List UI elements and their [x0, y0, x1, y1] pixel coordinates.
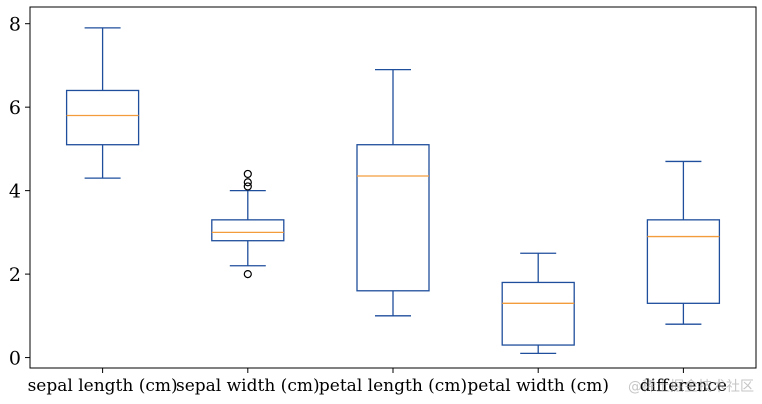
- outlier-1-1: [243, 178, 252, 187]
- y-tick-label-0: 0: [9, 348, 21, 370]
- x-tick-label-3: petal width (cm): [467, 376, 609, 396]
- box-0: [65, 89, 140, 146]
- y-tick-label-3: 6: [9, 97, 21, 119]
- x-tick-label-1: sepal width (cm): [176, 376, 320, 396]
- outlier-1-3: [243, 269, 252, 279]
- x-tick-label-2: petal length (cm): [319, 376, 467, 396]
- box-1: [211, 219, 285, 242]
- x-tick-label-4: difference: [640, 376, 727, 396]
- box-3: [501, 281, 575, 346]
- y-tick-label-2: 4: [9, 181, 21, 203]
- y-tick-label-4: 8: [9, 14, 21, 36]
- x-tick-label-0: sepal length (cm): [28, 376, 178, 396]
- y-tick-label-1: 2: [9, 264, 21, 286]
- box-4: [646, 219, 721, 304]
- watermark: @稀土掘金技术社区: [628, 379, 754, 395]
- outlier-1-0: [243, 169, 252, 179]
- box-2: [356, 144, 430, 292]
- outlier-1-2: [243, 182, 252, 191]
